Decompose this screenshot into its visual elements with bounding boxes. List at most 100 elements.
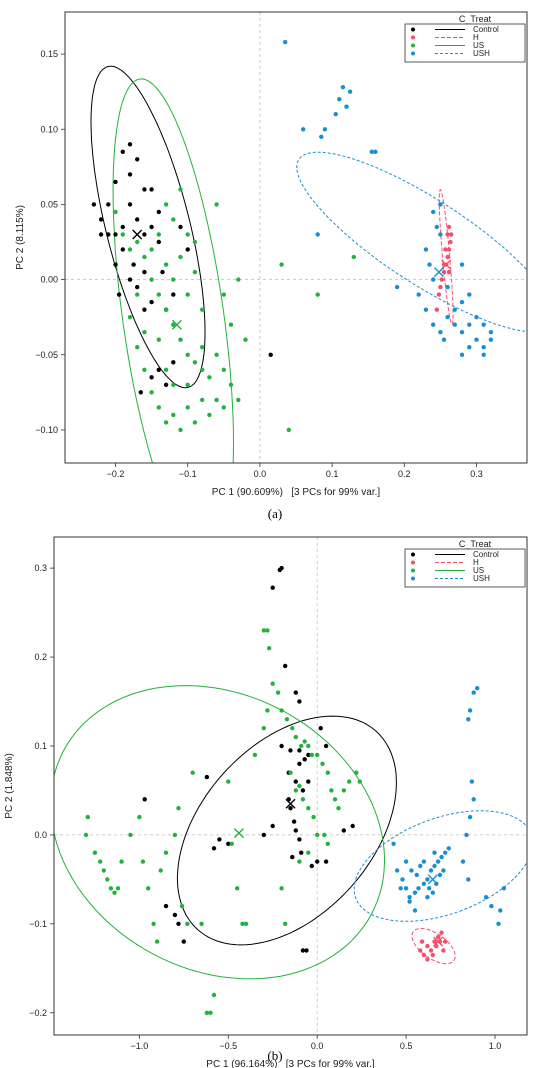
- point-control: [204, 774, 210, 780]
- point-us: [163, 367, 169, 372]
- point-us: [171, 322, 176, 327]
- point-ush: [347, 89, 353, 94]
- point-us: [185, 382, 190, 387]
- y-tick-label: 0.10: [40, 124, 58, 134]
- point-us: [211, 992, 217, 998]
- point-ush: [431, 322, 436, 327]
- point-us: [284, 717, 290, 722]
- point-us: [163, 850, 169, 855]
- point-control: [113, 232, 118, 237]
- point-h: [441, 948, 446, 953]
- centroid-ush: [427, 874, 438, 885]
- chart-panel-b: −1.0 −0.5 0.0 0.5 1.0 −0.2 −0.1 0.0 0.1 0.2 0.3 PC …: [4, 536, 528, 1068]
- point-control: [181, 939, 186, 944]
- point-h: [430, 952, 435, 958]
- point-us: [171, 382, 176, 387]
- point-ush: [466, 717, 471, 722]
- point-us: [283, 921, 288, 926]
- point-control: [300, 948, 306, 953]
- point-us: [221, 405, 226, 410]
- point-ush: [319, 134, 324, 139]
- point-us: [192, 239, 198, 245]
- point-control: [142, 187, 147, 192]
- point-control: [323, 859, 329, 864]
- centroid-control: [132, 229, 143, 240]
- point-us: [302, 739, 307, 744]
- centroid-us: [171, 319, 182, 330]
- point-ush: [394, 284, 400, 290]
- x-tick-label: 0.0: [254, 469, 267, 479]
- point-ush: [437, 872, 443, 878]
- point-control: [171, 292, 176, 297]
- chart-panel-a: −0.2 −0.1 0.0 0.1 0.2 0.3 −0.10 −0.05 0.00 0.05 0.…: [15, 11, 528, 521]
- point-ush: [488, 337, 494, 342]
- point-ush: [427, 262, 432, 267]
- point-control: [211, 846, 217, 851]
- point-us: [261, 726, 266, 731]
- legend-marker: [411, 51, 415, 56]
- point-us: [357, 779, 362, 784]
- point-control: [279, 743, 284, 749]
- point-us: [163, 307, 169, 312]
- point-control: [163, 903, 169, 909]
- point-ush: [466, 877, 471, 882]
- point-us: [149, 390, 154, 395]
- point-ush: [407, 895, 412, 900]
- point-us: [325, 770, 330, 775]
- y-axis-label: PC 2 (8.115%): [15, 205, 26, 270]
- y-tick-label: 0.00: [40, 275, 58, 285]
- point-us: [171, 217, 176, 222]
- point-h: [446, 224, 452, 230]
- point-ush: [337, 97, 342, 102]
- point-us: [135, 239, 140, 245]
- point-us: [127, 315, 133, 320]
- legend-entry-ush: USH: [411, 49, 490, 58]
- point-control: [149, 375, 154, 380]
- point-ush: [474, 337, 479, 342]
- ellipse-ush: [296, 151, 527, 332]
- point-us: [228, 322, 234, 327]
- point-control: [127, 202, 133, 207]
- point-ush: [412, 908, 418, 913]
- point-ush: [432, 863, 437, 869]
- y-tick-label: 0.0: [34, 830, 47, 840]
- point-us: [154, 939, 160, 944]
- point-us: [200, 307, 205, 312]
- point-us: [288, 770, 293, 775]
- panel-label: (a): [268, 506, 282, 521]
- point-us: [214, 202, 219, 207]
- point-control: [91, 202, 97, 207]
- point-ush: [369, 149, 374, 154]
- point-control: [160, 269, 165, 275]
- point-ush: [471, 797, 476, 802]
- point-ush: [418, 863, 423, 869]
- point-ush: [445, 284, 450, 290]
- centroid-stroke: [171, 319, 182, 330]
- point-us: [279, 262, 284, 267]
- point-ush: [441, 337, 447, 342]
- centroid-stroke: [132, 229, 143, 240]
- point-us: [306, 743, 311, 749]
- point-us: [320, 761, 325, 766]
- point-ush: [423, 247, 429, 252]
- point-us: [120, 232, 126, 237]
- point-ush: [459, 330, 465, 335]
- centroid-ush: [433, 267, 444, 278]
- point-us: [347, 779, 352, 784]
- point-control: [297, 699, 302, 704]
- point-control: [283, 663, 288, 669]
- point-h: [435, 935, 441, 940]
- point-control: [142, 797, 147, 802]
- point-control: [318, 726, 323, 731]
- x-tick-label: 0.5: [400, 1041, 413, 1051]
- point-control: [156, 209, 161, 215]
- point-us: [172, 832, 178, 838]
- point-us: [178, 187, 183, 192]
- point-control: [156, 367, 161, 372]
- legend-title: C_Treat: [459, 14, 492, 24]
- y-tick-label: 0.05: [40, 199, 58, 209]
- point-control: [106, 202, 111, 207]
- point-control: [299, 850, 304, 855]
